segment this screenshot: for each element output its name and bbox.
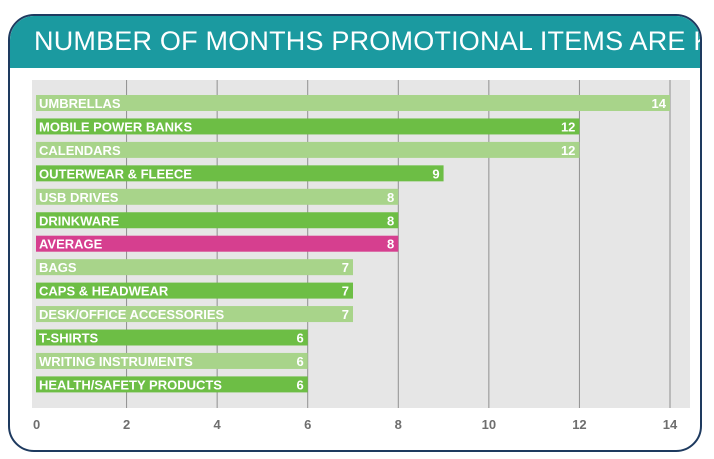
- bar-label-umbrellas: UMBRELLAS: [39, 96, 121, 111]
- x-tick-label-2: 2: [123, 417, 130, 432]
- bar-desk-office-accessories: [36, 306, 353, 323]
- x-tick-label-14: 14: [663, 417, 678, 432]
- bar-value-outerwear-fleece: 9: [432, 166, 439, 181]
- bar-mobile-power-banks: [36, 118, 580, 135]
- bar-value-desk-office-accessories: 7: [342, 307, 349, 322]
- bar-value-bags: 7: [342, 260, 349, 275]
- bar-value-drinkware: 8: [387, 213, 394, 228]
- bar-calendars: [36, 141, 580, 158]
- bar-chart: UMBRELLAS 14 MOBILE POWER BANKS 12 CALENDARS…: [32, 80, 690, 432]
- bar-label-desk-office-accessories: DESK/OFFICE ACCESSORIES: [39, 307, 224, 322]
- bar-average: [36, 235, 399, 252]
- bars: UMBRELLAS 14 MOBILE POWER BANKS 12 CALENDARS…: [36, 95, 670, 393]
- bar-value-t-shirts: 6: [296, 331, 303, 346]
- bar-label-usb-drives: USB DRIVES: [39, 190, 119, 205]
- bar-t-shirts: [36, 329, 308, 346]
- bar-usb-drives: [36, 188, 399, 205]
- bar-value-mobile-power-banks: 12: [561, 119, 575, 134]
- x-tick-label-4: 4: [214, 417, 222, 432]
- bar-caps-headwear: [36, 282, 353, 299]
- bar-value-calendars: 12: [561, 143, 575, 158]
- chart-card: NUMBER OF MONTHS PROMOTIONAL ITEMS ARE K…: [8, 14, 702, 452]
- bar-value-health-safety-products: 6: [296, 377, 303, 392]
- bar-label-t-shirts: T-SHIRTS: [39, 331, 99, 346]
- bar-label-calendars: CALENDARS: [39, 143, 121, 158]
- x-tick-label-0: 0: [33, 417, 40, 432]
- bar-umbrellas: [36, 95, 670, 111]
- bar-value-umbrellas: 14: [652, 96, 667, 111]
- bar-label-mobile-power-banks: MOBILE POWER BANKS: [39, 119, 192, 134]
- bar-label-outerwear-fleece: OUTERWEAR & FLEECE: [39, 166, 192, 181]
- bar-value-writing-instruments: 6: [296, 354, 303, 369]
- bar-label-bags: BAGS: [39, 260, 77, 275]
- bar-label-drinkware: DRINKWARE: [39, 213, 119, 228]
- bar-label-average: AVERAGE: [39, 237, 103, 252]
- bar-value-caps-headwear: 7: [342, 284, 349, 299]
- bar-outerwear-fleece: [36, 165, 444, 182]
- chart-title: NUMBER OF MONTHS PROMOTIONAL ITEMS ARE K…: [34, 26, 702, 56]
- x-tick-label-8: 8: [395, 417, 402, 432]
- bar-drinkware: [36, 212, 399, 229]
- title-banner: NUMBER OF MONTHS PROMOTIONAL ITEMS ARE K…: [10, 16, 700, 68]
- x-axis-ticks: 0 2 4 6 8 10 12 14: [33, 417, 678, 432]
- bar-health-safety-products: [36, 376, 308, 393]
- x-tick-label-12: 12: [572, 417, 586, 432]
- bar-label-caps-headwear: CAPS & HEADWEAR: [39, 284, 169, 299]
- x-tick-label-6: 6: [304, 417, 311, 432]
- bar-label-writing-instruments: WRITING INSTRUMENTS: [39, 354, 193, 369]
- x-tick-label-10: 10: [482, 417, 496, 432]
- bar-bags: [36, 259, 353, 276]
- bar-writing-instruments: [36, 352, 308, 369]
- bar-label-health-safety-products: HEALTH/SAFETY PRODUCTS: [39, 377, 222, 392]
- bar-value-usb-drives: 8: [387, 190, 394, 205]
- bar-value-average: 8: [387, 237, 394, 252]
